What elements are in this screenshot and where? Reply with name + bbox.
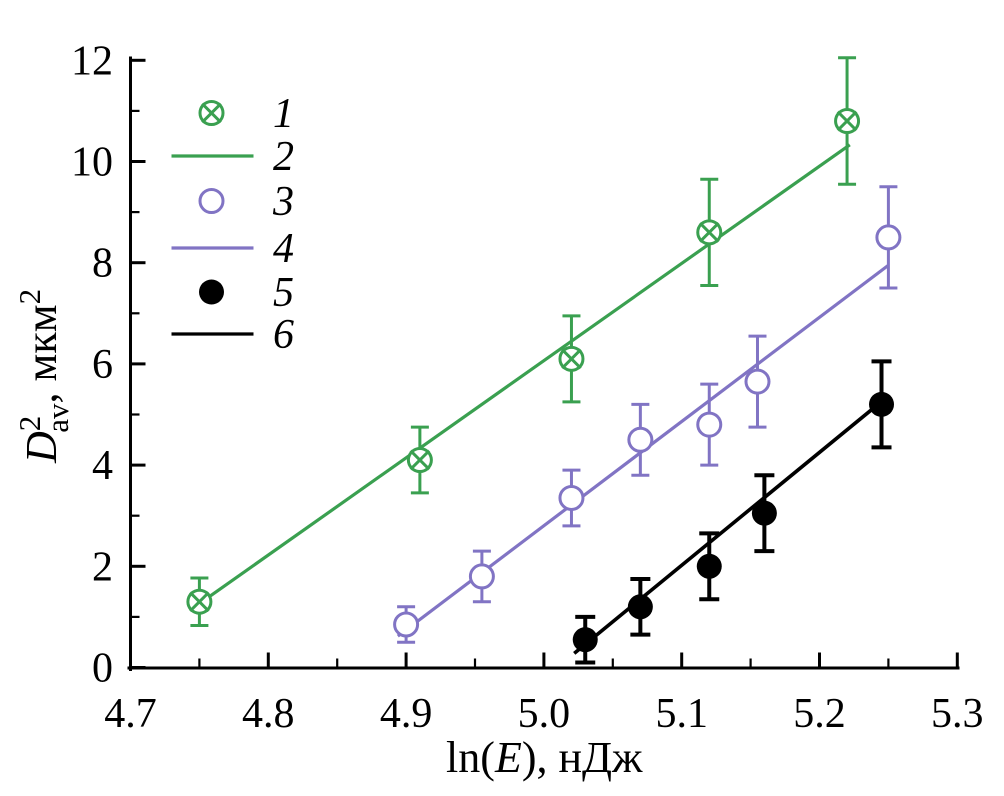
x-tick-label: 5.0 xyxy=(518,691,571,737)
x-tick-labels: 4.7 4.8 4.9 5.0 5.1 5.2 5.3 xyxy=(104,691,983,737)
y-tick-label: 12 xyxy=(71,38,113,84)
data-point-marker xyxy=(198,188,225,214)
x-tick-label: 5.3 xyxy=(931,691,984,737)
legend-item-6: 6 xyxy=(171,312,294,358)
legend-label: 1 xyxy=(273,91,294,137)
data-point-marker xyxy=(627,426,654,453)
data-point-marker xyxy=(744,368,771,395)
legend-item-3: 3 xyxy=(198,179,294,225)
marker-x-stroke xyxy=(836,110,858,132)
data-point-marker xyxy=(696,411,723,438)
x-axis-label: ln(E), нДж xyxy=(446,733,643,782)
data-point-marker xyxy=(199,279,224,305)
data-point-marker xyxy=(751,500,777,526)
marker-x-stroke xyxy=(201,102,222,124)
data-point-marker xyxy=(393,611,420,638)
data-point-marker xyxy=(875,224,902,251)
marker-x-stroke xyxy=(698,221,720,243)
y-tick-label: 0 xyxy=(92,646,113,692)
fit-line-6 xyxy=(573,397,886,655)
data-point-marker xyxy=(627,594,653,620)
legend-label: 3 xyxy=(272,179,294,225)
marker-x-stroke xyxy=(561,348,582,370)
y-tick-label: 6 xyxy=(92,342,113,388)
series-3 xyxy=(393,185,902,644)
legend-label: 6 xyxy=(273,312,294,358)
series-5 xyxy=(572,359,895,665)
data-point-marker xyxy=(572,627,598,653)
data-point-marker xyxy=(468,563,495,590)
data-point-marker xyxy=(696,553,722,579)
x-tick-label: 4.7 xyxy=(104,691,157,737)
y-tick-label: 8 xyxy=(92,241,113,287)
y-tick-label: 10 xyxy=(71,140,113,186)
legend-item-5: 5 xyxy=(199,270,294,316)
data-point-marker xyxy=(558,484,585,511)
legend-item-1: 1 xyxy=(198,91,294,137)
ticks xyxy=(129,58,959,669)
series-1 xyxy=(186,56,861,628)
fit-line-2 xyxy=(201,143,851,604)
data-point-marker xyxy=(869,391,895,417)
x-tick-label: 4.8 xyxy=(242,691,295,737)
legend-item-4: 4 xyxy=(171,226,294,272)
legend-label: 5 xyxy=(273,270,294,316)
x-tick-label: 4.9 xyxy=(380,691,433,737)
y-tick-labels: 0 2 4 6 8 10 12 xyxy=(71,38,113,691)
marker-x-stroke xyxy=(409,449,431,471)
y-tick-label: 2 xyxy=(92,544,113,590)
y-tick-label: 4 xyxy=(92,443,113,489)
legend-label: 2 xyxy=(273,134,294,180)
x-tick-label: 5.1 xyxy=(655,691,708,737)
legend-label: 4 xyxy=(273,226,294,272)
y-axis-label: D2av, мкм2 xyxy=(12,289,75,464)
legend-item-2: 2 xyxy=(171,134,294,180)
x-tick-label: 5.2 xyxy=(793,691,846,737)
marker-x-stroke xyxy=(189,591,210,613)
